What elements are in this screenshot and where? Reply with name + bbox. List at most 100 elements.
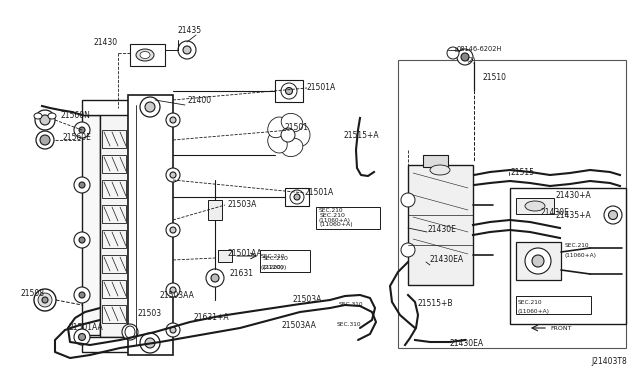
Circle shape bbox=[170, 227, 176, 233]
Circle shape bbox=[457, 49, 473, 65]
Text: 21515+B: 21515+B bbox=[418, 298, 454, 308]
Bar bbox=[128, 95, 173, 355]
Text: 21430EA: 21430EA bbox=[450, 339, 484, 347]
Circle shape bbox=[79, 237, 85, 243]
Circle shape bbox=[38, 293, 52, 307]
Bar bbox=[82, 100, 130, 115]
Text: SEC.210: SEC.210 bbox=[518, 299, 543, 305]
Bar bbox=[130, 44, 165, 66]
Circle shape bbox=[170, 327, 176, 333]
Circle shape bbox=[604, 206, 622, 224]
Circle shape bbox=[178, 41, 196, 59]
Text: 21400: 21400 bbox=[188, 96, 212, 105]
Text: 21515: 21515 bbox=[511, 167, 535, 176]
Circle shape bbox=[42, 297, 48, 303]
Text: 21560N: 21560N bbox=[60, 110, 90, 119]
Text: (11060+A): (11060+A) bbox=[320, 221, 354, 227]
Circle shape bbox=[145, 102, 155, 112]
Circle shape bbox=[40, 115, 50, 125]
Bar bbox=[316, 207, 380, 229]
Text: 21501AA: 21501AA bbox=[68, 323, 103, 331]
Bar bbox=[208, 200, 222, 220]
Circle shape bbox=[170, 172, 176, 178]
Circle shape bbox=[166, 168, 180, 182]
Bar bbox=[102, 280, 126, 298]
Text: 21515+A: 21515+A bbox=[344, 131, 380, 140]
Bar bbox=[218, 250, 232, 262]
Text: 21430E: 21430E bbox=[428, 224, 457, 234]
Circle shape bbox=[525, 248, 551, 274]
Text: 21435+A: 21435+A bbox=[556, 211, 592, 219]
Text: 21501A: 21501A bbox=[307, 83, 336, 92]
Circle shape bbox=[211, 274, 219, 282]
Circle shape bbox=[166, 323, 180, 337]
Text: (11060+A): (11060+A) bbox=[518, 308, 550, 314]
Bar bbox=[102, 155, 126, 173]
Ellipse shape bbox=[136, 49, 154, 61]
Circle shape bbox=[166, 283, 180, 297]
Text: (2): (2) bbox=[466, 57, 476, 63]
Circle shape bbox=[401, 193, 415, 207]
Text: 21501: 21501 bbox=[285, 122, 309, 131]
Text: 21631+A: 21631+A bbox=[193, 314, 228, 323]
Ellipse shape bbox=[281, 138, 303, 157]
Text: 21501AA: 21501AA bbox=[228, 250, 263, 259]
Circle shape bbox=[79, 292, 85, 298]
Text: 21508: 21508 bbox=[20, 289, 44, 298]
Bar bbox=[82, 115, 100, 335]
Text: SEC.310: SEC.310 bbox=[337, 323, 362, 327]
Circle shape bbox=[166, 113, 180, 127]
Text: SEC.210: SEC.210 bbox=[320, 212, 346, 218]
Text: 21430: 21430 bbox=[93, 38, 117, 46]
Text: SEC.210: SEC.210 bbox=[261, 254, 285, 260]
Text: 21631: 21631 bbox=[229, 269, 253, 278]
Circle shape bbox=[34, 289, 56, 311]
Ellipse shape bbox=[140, 51, 150, 58]
Circle shape bbox=[40, 135, 50, 145]
Circle shape bbox=[532, 255, 544, 267]
Ellipse shape bbox=[268, 117, 287, 138]
Circle shape bbox=[281, 83, 297, 99]
Bar bbox=[510, 188, 626, 324]
Circle shape bbox=[401, 243, 415, 257]
Bar bbox=[516, 242, 561, 280]
Text: (11060+A): (11060+A) bbox=[319, 218, 351, 222]
Text: SEC.210: SEC.210 bbox=[263, 256, 289, 260]
Text: SEC.210: SEC.210 bbox=[319, 208, 344, 212]
Text: 21503AA: 21503AA bbox=[282, 321, 317, 330]
Circle shape bbox=[35, 110, 55, 130]
Bar bbox=[102, 205, 126, 223]
Text: 08146-6202H: 08146-6202H bbox=[457, 46, 502, 52]
Circle shape bbox=[74, 329, 90, 345]
Bar bbox=[100, 112, 128, 337]
Text: 21503A: 21503A bbox=[293, 295, 323, 304]
Ellipse shape bbox=[281, 113, 303, 132]
Ellipse shape bbox=[525, 201, 545, 211]
Text: 21501A: 21501A bbox=[305, 187, 334, 196]
Text: 21510: 21510 bbox=[483, 73, 507, 81]
Circle shape bbox=[166, 223, 180, 237]
Ellipse shape bbox=[34, 113, 42, 119]
Circle shape bbox=[74, 232, 90, 248]
Circle shape bbox=[140, 333, 160, 353]
Circle shape bbox=[79, 127, 85, 133]
Text: (11060+A): (11060+A) bbox=[565, 253, 597, 257]
Circle shape bbox=[294, 194, 300, 200]
Ellipse shape bbox=[268, 132, 287, 153]
Ellipse shape bbox=[292, 124, 310, 146]
Text: 21430E: 21430E bbox=[541, 208, 570, 217]
Ellipse shape bbox=[48, 113, 56, 119]
Circle shape bbox=[79, 334, 86, 340]
Circle shape bbox=[122, 324, 138, 340]
Circle shape bbox=[183, 46, 191, 54]
Bar bbox=[423, 155, 448, 167]
Bar bbox=[516, 198, 554, 214]
Circle shape bbox=[145, 338, 155, 348]
Text: (21200): (21200) bbox=[261, 264, 284, 269]
Bar bbox=[102, 255, 126, 273]
Circle shape bbox=[285, 87, 292, 94]
Circle shape bbox=[609, 211, 618, 219]
Circle shape bbox=[281, 128, 295, 142]
Bar bbox=[260, 250, 310, 272]
Text: 21503AA: 21503AA bbox=[160, 291, 195, 299]
